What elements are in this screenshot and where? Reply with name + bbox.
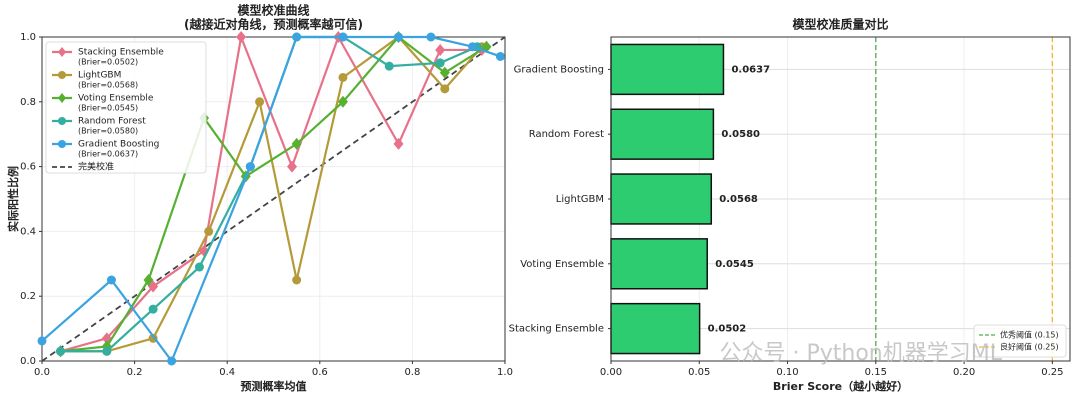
marker [292, 32, 302, 42]
y-tick-label: 0.2 [20, 291, 36, 302]
marker [393, 137, 404, 150]
marker [143, 274, 154, 286]
marker [426, 32, 436, 42]
marker [37, 336, 47, 346]
marker [468, 42, 478, 52]
x-tick-label: 0.15 [865, 367, 887, 378]
y-axis-label: 实际阳性比例 [6, 166, 20, 232]
marker [439, 66, 450, 79]
legend-swatch [58, 71, 66, 79]
marker [435, 58, 445, 68]
legend-note: (Brier=0.0637) [78, 150, 138, 159]
legend-label: 优秀阈值 (0.15) [1000, 330, 1059, 340]
marker [440, 84, 450, 94]
legend-note: (Brier=0.0568) [78, 81, 138, 90]
x-tick-label: 0.2 [127, 367, 143, 378]
value-label: 0.0637 [731, 64, 770, 75]
legend-swatch [58, 117, 66, 125]
legend-swatch [58, 140, 66, 148]
value-label: 0.0502 [708, 324, 747, 335]
marker [292, 275, 302, 285]
marker [291, 137, 302, 150]
value-label: 0.0545 [715, 259, 754, 270]
marker [384, 61, 394, 71]
x-tick-label: 0.05 [688, 367, 710, 378]
x-tick-label: 0.4 [219, 367, 235, 378]
series-line [60, 35, 488, 353]
bar [610, 108, 715, 160]
x-tick-label: 0.6 [312, 367, 328, 378]
bar [610, 173, 713, 225]
legend-box [973, 324, 1067, 358]
y-tick-label: 1.0 [20, 32, 36, 43]
marker [56, 346, 66, 356]
series-line [60, 32, 482, 353]
x-axis-label: Brier Score（越小越好） [773, 379, 908, 393]
legend-label: LightGBM [78, 71, 121, 81]
legend-swatch [58, 93, 66, 103]
marker [287, 160, 298, 173]
legend-label: 完美校准 [78, 161, 114, 173]
x-tick-label: 0.25 [1041, 367, 1063, 378]
y-tick-label: Gradient Boosting [514, 64, 604, 75]
legend-note: (Brier=0.0580) [78, 127, 138, 136]
plot-frame [41, 36, 506, 362]
x-tick-label: 0.0 [34, 367, 50, 378]
marker [255, 97, 265, 107]
y-tick-label: Random Forest [529, 129, 604, 140]
marker [338, 32, 348, 42]
marker [106, 275, 116, 285]
legend-note: (Brier=0.0545) [78, 104, 138, 113]
legend-swatch [58, 47, 66, 57]
bar [610, 43, 725, 96]
x-tick-label: 0.10 [776, 367, 798, 378]
series-line [41, 35, 501, 364]
legend-label: Stacking Ensemble [78, 48, 164, 58]
y-tick-label: Stacking Ensemble [509, 324, 604, 335]
y-tick-label: 0.8 [20, 97, 36, 108]
x-tick-label: 0.00 [600, 367, 622, 378]
chart-subtitle: (越接近对角线，预测概率越可信) [184, 17, 363, 32]
marker [167, 356, 177, 366]
watermark: 公众号 · Python机器学习ML [720, 341, 1003, 366]
y-tick-label: 0.6 [20, 162, 36, 173]
marker [148, 304, 158, 314]
plot-frame [610, 36, 1071, 362]
y-tick-label: 0.4 [20, 226, 36, 237]
legend-label: 良好阈值 (0.25) [1000, 342, 1059, 352]
reference-line [41, 36, 506, 362]
x-tick-label: 0.20 [953, 367, 975, 378]
marker [495, 51, 505, 61]
x-tick-label: 0.8 [404, 367, 420, 378]
legend-label: Random Forest [78, 117, 146, 127]
chart-title: 模型校准曲线 [237, 3, 309, 18]
marker [204, 226, 214, 236]
x-axis-label: 预测概率均值 [241, 379, 307, 393]
value-label: 0.0580 [721, 129, 760, 140]
bar [610, 238, 708, 290]
y-tick-label: LightGBM [556, 194, 604, 205]
x-tick-label: 1.0 [497, 367, 513, 378]
value-label: 0.0568 [719, 194, 758, 205]
marker [435, 43, 446, 56]
bar [610, 302, 701, 355]
y-tick-label: Voting Ensemble [520, 259, 604, 270]
legend-box [45, 41, 207, 174]
marker [337, 95, 348, 108]
chart-title: 模型校准质量对比 [792, 17, 888, 32]
marker [102, 346, 112, 356]
marker [245, 162, 255, 172]
y-tick-label: 0.0 [20, 356, 36, 367]
legend-label: Gradient Boosting [78, 140, 159, 150]
marker [148, 280, 159, 293]
marker [236, 31, 247, 43]
legend-note: (Brier=0.0502) [78, 58, 138, 67]
series-line [60, 35, 483, 353]
marker [394, 32, 404, 42]
legend-label: Voting Ensemble [78, 94, 154, 104]
marker [194, 262, 204, 272]
marker [338, 73, 348, 82]
